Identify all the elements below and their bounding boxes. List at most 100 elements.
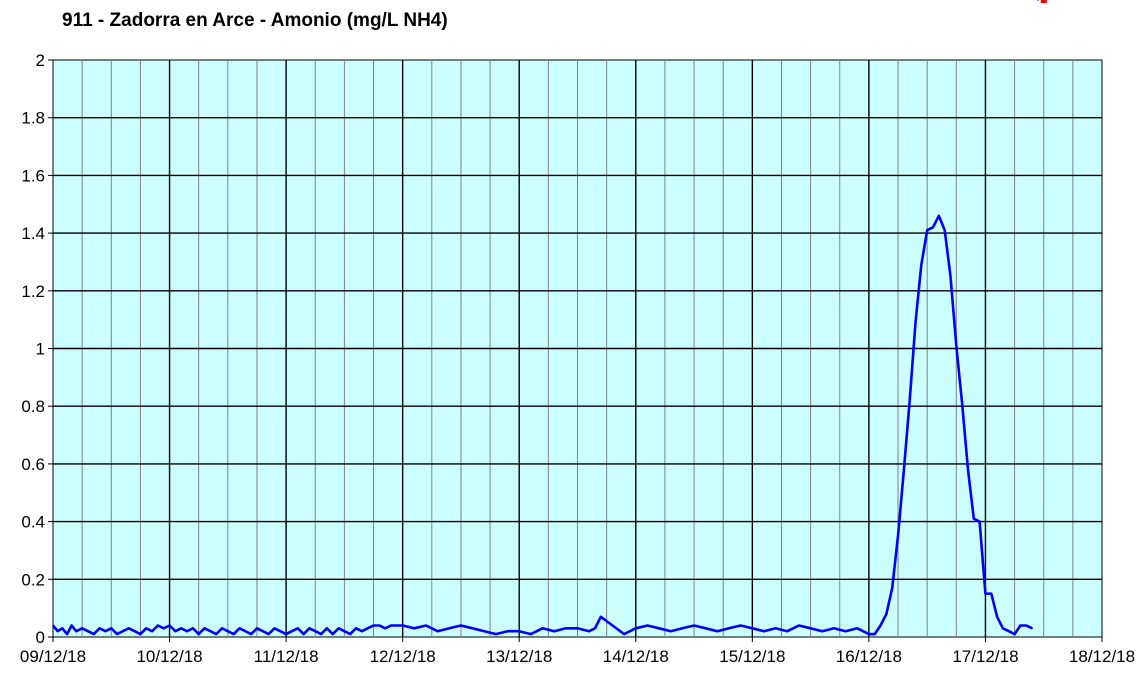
data-point <box>87 630 89 633</box>
data-point <box>192 627 194 630</box>
data-point <box>122 630 124 633</box>
data-point <box>250 633 252 635</box>
x-tick-label: 15/12/18 <box>719 647 785 666</box>
data-point <box>943 229 946 232</box>
x-tick-label: 17/12/18 <box>952 647 1018 666</box>
data-point <box>594 627 596 630</box>
data-point <box>273 627 276 630</box>
data-point <box>326 627 328 630</box>
data-point <box>844 630 847 633</box>
data-point <box>337 627 340 630</box>
data-point <box>285 633 287 635</box>
data-point <box>232 633 235 635</box>
data-point <box>110 627 113 630</box>
chart-title: 911 - Zadorra en Arce - Amonio (mg/L NH4… <box>62 10 448 31</box>
data-point <box>938 214 940 217</box>
x-tick-label: 09/12/18 <box>20 647 86 666</box>
data-point <box>1031 627 1033 630</box>
x-tick-label: 11/12/18 <box>254 647 319 666</box>
data-point <box>955 344 958 347</box>
y-tick-label: 0.2 <box>21 570 45 589</box>
data-point <box>908 399 911 402</box>
x-tick-label: 14/12/18 <box>603 647 669 666</box>
data-point <box>1007 630 1010 633</box>
x-tick-label: 16/12/18 <box>836 647 902 666</box>
data-point <box>751 627 754 630</box>
data-point <box>774 627 777 630</box>
data-point <box>1037 0 1039 1</box>
data-point <box>972 517 975 520</box>
data-point <box>279 630 282 633</box>
data-point <box>162 627 165 630</box>
data-point <box>168 624 171 627</box>
data-point <box>891 587 893 589</box>
x-tick-label: 13/12/18 <box>486 647 552 666</box>
data-point <box>483 630 486 633</box>
data-point <box>296 627 299 630</box>
data-point <box>495 633 497 635</box>
data-point <box>460 624 462 627</box>
data-point <box>98 627 101 630</box>
data-point <box>355 627 357 630</box>
data-point <box>56 630 59 633</box>
data-point <box>361 630 363 633</box>
data-point <box>209 630 212 633</box>
data-point <box>116 633 118 635</box>
data-point <box>611 624 614 627</box>
data-point <box>401 624 404 627</box>
data-point <box>920 264 923 266</box>
data-point <box>728 627 730 630</box>
data-point <box>856 627 859 630</box>
data-point <box>1002 627 1004 630</box>
data-point <box>291 630 293 633</box>
data-point <box>967 468 969 471</box>
y-tick-label: 0.8 <box>21 397 45 416</box>
data-point <box>197 633 200 635</box>
data-point <box>133 630 136 633</box>
data-point <box>588 630 590 633</box>
data-point <box>868 633 870 635</box>
data-point <box>145 627 148 630</box>
data-point <box>809 627 812 630</box>
data-point <box>786 630 789 633</box>
data-point <box>471 627 474 630</box>
data-point <box>996 616 998 618</box>
data-point <box>186 630 188 633</box>
data-point <box>681 627 684 630</box>
data-point <box>221 627 223 630</box>
x-tick-label: 18/12/18 <box>1069 647 1135 666</box>
data-point <box>600 616 602 618</box>
data-point <box>81 627 83 630</box>
data-point <box>66 633 68 635</box>
data-point <box>1013 633 1016 635</box>
y-tick-label: 1.4 <box>21 224 45 243</box>
data-point <box>763 630 765 633</box>
data-point <box>52 624 54 627</box>
data-point <box>349 633 352 635</box>
y-tick-label: 0 <box>36 628 45 647</box>
data-point <box>873 633 876 635</box>
data-point <box>436 630 439 633</box>
data-point <box>576 627 579 630</box>
major-grid <box>53 60 1102 637</box>
data-point <box>425 624 427 627</box>
data-point <box>139 633 142 635</box>
data-point <box>978 520 981 523</box>
data-point <box>949 275 952 278</box>
data-point <box>372 624 375 627</box>
data-point <box>932 226 934 229</box>
data-point <box>227 630 229 633</box>
data-point <box>203 627 206 630</box>
data-point <box>646 624 649 627</box>
data-point <box>308 627 311 630</box>
data-point <box>693 624 695 627</box>
data-point <box>885 613 888 615</box>
data-point <box>669 630 672 633</box>
x-axis-tick-labels: 09/12/18 10/12/18 11/12/18 12/12/18 13/12/18… <box>20 637 1135 666</box>
data-point <box>157 624 159 627</box>
data-point <box>634 627 637 630</box>
data-point <box>180 627 183 630</box>
y-tick-label: 1.2 <box>21 282 45 301</box>
data-point <box>658 627 660 630</box>
data-point <box>238 627 241 630</box>
